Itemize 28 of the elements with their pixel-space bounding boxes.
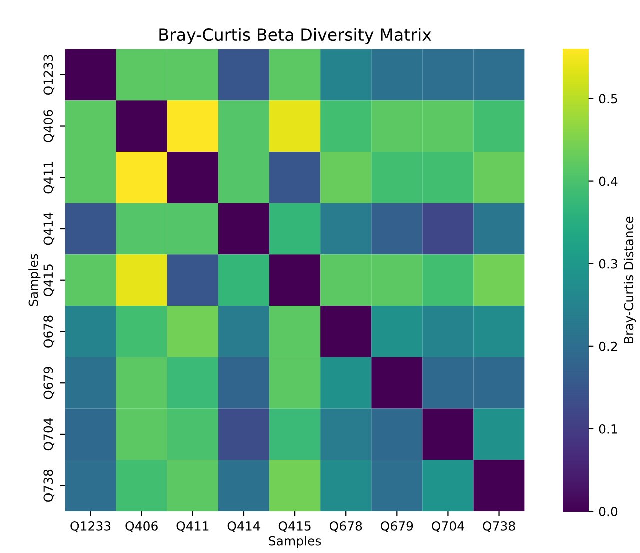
color-bar-title: Bray-Curtis Distance [624, 216, 636, 344]
y-tick-label: Q678 [44, 316, 55, 348]
color-bar-label: 0.1 [599, 424, 618, 434]
y-tick-label: Q414 [44, 212, 55, 246]
color-bar-label: 0.4 [599, 176, 618, 186]
y-tick-label: Q1233 [44, 55, 55, 96]
color-bar-label: 0.3 [599, 259, 618, 269]
x-tick-label: Q678 [330, 521, 362, 532]
color-bar-label: 0.2 [599, 342, 618, 352]
y-tick-label: Q406 [44, 110, 55, 142]
y-axis-title: Samples [28, 254, 41, 306]
x-tick-label: Q1233 [70, 521, 111, 532]
x-axis-title: Samples [269, 536, 322, 548]
chart-title: Bray-Curtis Beta Diversity Matrix [160, 28, 432, 44]
color-bar-label: 0.5 [599, 94, 618, 104]
y-tick-label: Q704 [44, 418, 55, 451]
color-bar-label: 0.0 [599, 506, 618, 516]
x-tick-label: Q411 [176, 521, 209, 532]
y-tick-label: Q679 [44, 367, 55, 400]
x-tick-label: Q704 [432, 521, 464, 532]
y-tick-label: Q738 [44, 470, 55, 502]
x-tick-label: Q679 [381, 521, 414, 532]
y-tick-label: Q415 [44, 264, 55, 297]
x-tick-label: Q738 [483, 521, 516, 532]
x-tick-label: Q414 [228, 521, 260, 532]
x-tick-label: Q415 [278, 521, 311, 532]
y-tick-label: Q411 [44, 162, 55, 194]
x-tick-label: Q406 [126, 521, 158, 532]
